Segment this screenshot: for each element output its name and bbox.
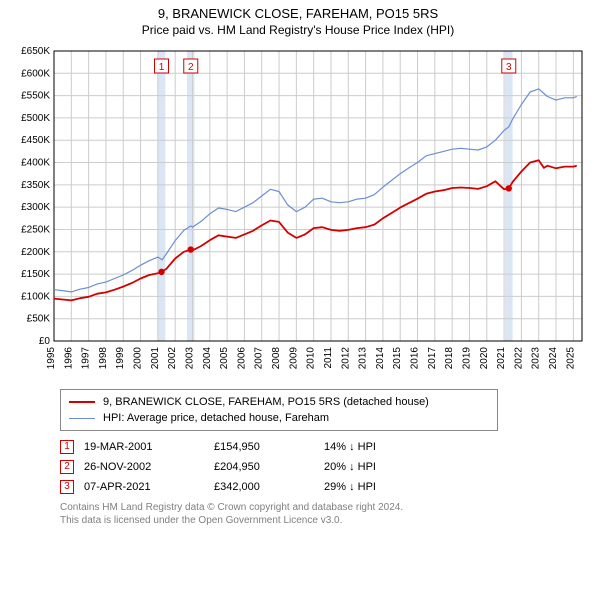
sale-marker: 1 (60, 440, 74, 454)
legend-item: 9, BRANEWICK CLOSE, FAREHAM, PO15 5RS (d… (69, 394, 489, 410)
sale-marker: 2 (60, 460, 74, 474)
sale-delta: 29% ↓ HPI (324, 477, 444, 497)
svg-text:£100K: £100K (21, 291, 50, 302)
svg-text:2024: 2024 (548, 347, 559, 370)
svg-text:£450K: £450K (21, 135, 50, 146)
svg-text:2019: 2019 (461, 347, 472, 370)
svg-text:2001: 2001 (150, 347, 161, 370)
svg-text:2011: 2011 (323, 347, 334, 369)
svg-text:£350K: £350K (21, 180, 50, 191)
svg-text:2016: 2016 (410, 347, 421, 370)
svg-text:2003: 2003 (184, 347, 195, 370)
attribution-line2: This data is licensed under the Open Gov… (60, 514, 580, 527)
svg-text:2005: 2005 (219, 347, 230, 370)
legend-swatch (69, 418, 95, 419)
svg-text:2021: 2021 (496, 347, 507, 370)
line-chart: £0 £50K £100K £150K £200K £250K £300K £350K £400… (6, 43, 590, 383)
legend-label: 9, BRANEWICK CLOSE, FAREHAM, PO15 5RS (d… (103, 394, 429, 410)
sale-price: £204,950 (214, 457, 314, 477)
svg-text:2013: 2013 (358, 347, 369, 370)
svg-text:1998: 1998 (98, 347, 109, 370)
svg-text:£500K: £500K (21, 113, 50, 124)
svg-text:2018: 2018 (444, 347, 455, 370)
svg-text:£50K: £50K (27, 314, 51, 325)
svg-text:£0: £0 (39, 336, 51, 347)
svg-text:£600K: £600K (21, 68, 50, 79)
svg-text:£550K: £550K (21, 91, 50, 102)
svg-text:£400K: £400K (21, 158, 50, 169)
svg-text:2009: 2009 (288, 347, 299, 370)
title-line1: 9, BRANEWICK CLOSE, FAREHAM, PO15 5RS (6, 6, 590, 21)
sale-marker: 3 (60, 480, 74, 494)
title-line2: Price paid vs. HM Land Registry's House … (6, 23, 590, 37)
legend-label: HPI: Average price, detached house, Fare… (103, 410, 329, 426)
svg-text:2: 2 (188, 62, 194, 73)
svg-text:2007: 2007 (254, 347, 265, 370)
svg-text:2002: 2002 (167, 347, 178, 370)
svg-text:£650K: £650K (21, 46, 50, 57)
sale-delta: 14% ↓ HPI (324, 437, 444, 457)
title-block: 9, BRANEWICK CLOSE, FAREHAM, PO15 5RS Pr… (6, 6, 590, 37)
svg-text:2022: 2022 (513, 347, 524, 370)
sale-date: 07-APR-2021 (84, 477, 204, 497)
svg-text:1996: 1996 (63, 347, 74, 370)
svg-text:£300K: £300K (21, 202, 50, 213)
svg-text:2010: 2010 (306, 347, 317, 370)
sale-row: 1 19-MAR-2001 £154,950 14% ↓ HPI (60, 437, 580, 457)
svg-text:2004: 2004 (202, 347, 213, 370)
svg-text:1997: 1997 (81, 347, 92, 370)
svg-text:2006: 2006 (236, 347, 247, 370)
chart-container: 9, BRANEWICK CLOSE, FAREHAM, PO15 5RS Pr… (0, 0, 600, 533)
svg-text:2014: 2014 (375, 347, 386, 370)
svg-text:1: 1 (159, 62, 165, 73)
sale-price: £154,950 (214, 437, 314, 457)
svg-text:£250K: £250K (21, 224, 50, 235)
attribution-line1: Contains HM Land Registry data © Crown c… (60, 501, 580, 514)
svg-text:2012: 2012 (340, 347, 351, 370)
svg-text:£150K: £150K (21, 269, 50, 280)
svg-text:£200K: £200K (21, 247, 50, 258)
sale-row: 2 26-NOV-2002 £204,950 20% ↓ HPI (60, 457, 580, 477)
sale-date: 19-MAR-2001 (84, 437, 204, 457)
svg-text:1999: 1999 (115, 347, 126, 370)
sale-row: 3 07-APR-2021 £342,000 29% ↓ HPI (60, 477, 580, 497)
sales-table: 1 19-MAR-2001 £154,950 14% ↓ HPI 2 26-NOV-200… (60, 437, 580, 497)
svg-text:2000: 2000 (133, 347, 144, 370)
svg-text:2020: 2020 (479, 347, 490, 370)
svg-text:2017: 2017 (427, 347, 438, 370)
svg-text:2025: 2025 (565, 347, 576, 370)
svg-text:3: 3 (506, 62, 512, 73)
legend-item: HPI: Average price, detached house, Fare… (69, 410, 489, 426)
sale-date: 26-NOV-2002 (84, 457, 204, 477)
svg-text:2023: 2023 (531, 347, 542, 370)
svg-text:1995: 1995 (46, 347, 57, 370)
attribution: Contains HM Land Registry data © Crown c… (60, 501, 580, 527)
legend: 9, BRANEWICK CLOSE, FAREHAM, PO15 5RS (d… (60, 389, 498, 431)
sale-price: £342,000 (214, 477, 314, 497)
legend-swatch (69, 401, 95, 403)
svg-text:2015: 2015 (392, 347, 403, 370)
sale-delta: 20% ↓ HPI (324, 457, 444, 477)
svg-text:2008: 2008 (271, 347, 282, 370)
